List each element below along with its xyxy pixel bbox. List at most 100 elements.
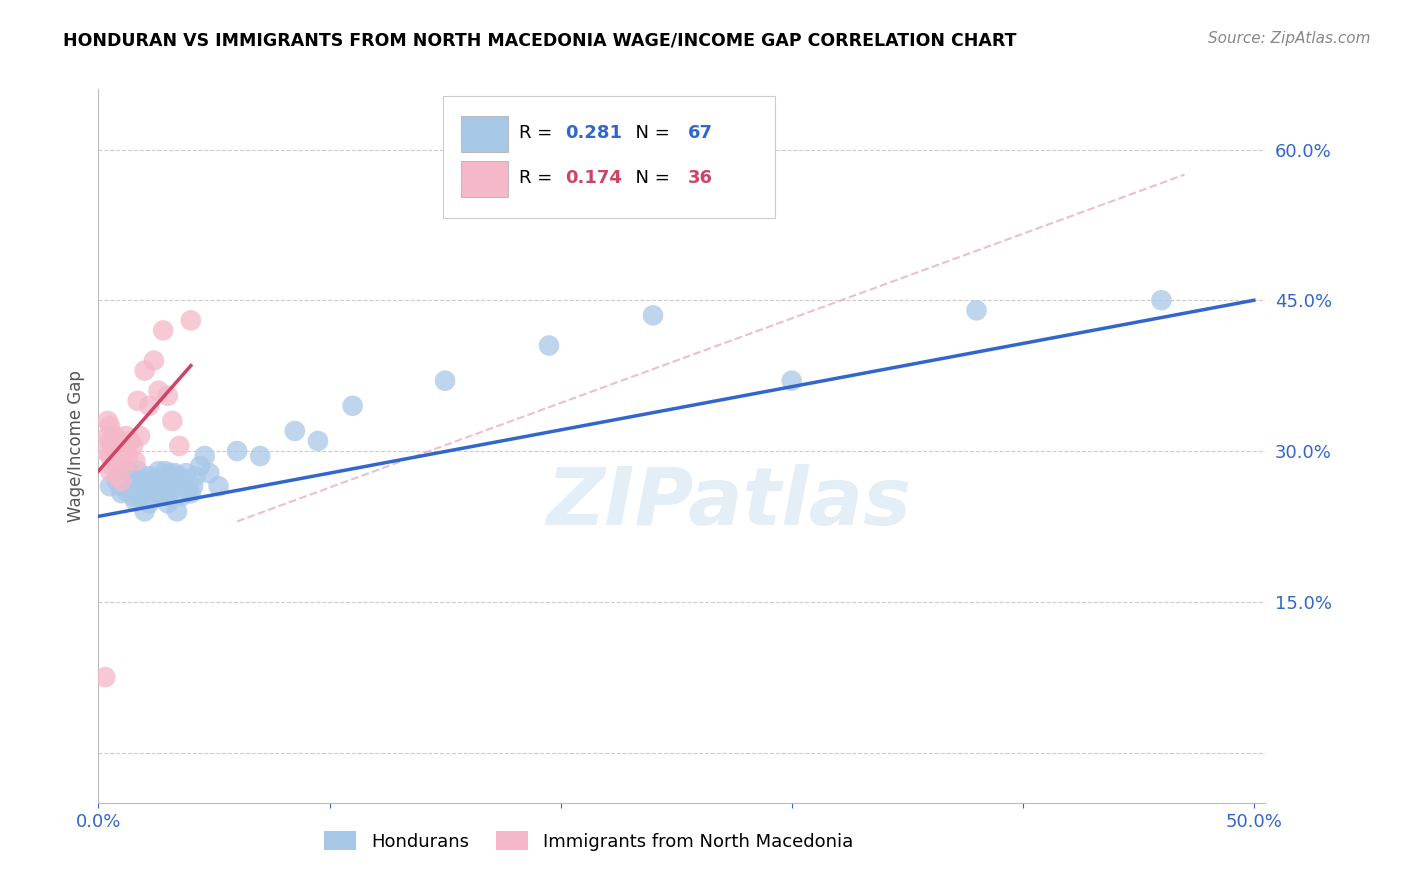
Point <box>148 464 170 478</box>
Point <box>166 504 188 518</box>
Point <box>163 466 186 480</box>
Point <box>127 464 149 478</box>
FancyBboxPatch shape <box>461 161 508 197</box>
Point <box>115 444 138 458</box>
Y-axis label: Wage/Income Gap: Wage/Income Gap <box>66 370 84 522</box>
Point <box>537 338 560 352</box>
Point <box>156 472 179 486</box>
Point <box>152 323 174 337</box>
Point <box>641 309 664 323</box>
Point <box>129 479 152 493</box>
Point <box>174 466 197 480</box>
Point <box>112 459 135 474</box>
Text: N =: N = <box>624 124 675 142</box>
Point <box>180 313 202 327</box>
Text: ZIPatlas: ZIPatlas <box>546 464 911 542</box>
FancyBboxPatch shape <box>461 116 508 152</box>
Point <box>136 479 159 493</box>
Point <box>101 459 124 474</box>
Point <box>97 429 120 443</box>
Point <box>115 429 138 443</box>
Point <box>131 474 153 488</box>
Point <box>166 476 188 491</box>
Point <box>142 486 165 500</box>
Point <box>194 449 217 463</box>
Point <box>159 466 181 480</box>
Point <box>108 459 131 474</box>
Point <box>110 469 132 483</box>
Point <box>122 439 145 453</box>
Point <box>188 459 211 474</box>
Point <box>98 464 121 478</box>
Point <box>434 374 457 388</box>
Point <box>98 434 121 448</box>
Point <box>134 474 156 488</box>
Point <box>198 466 221 480</box>
Point <box>120 434 142 448</box>
Legend: Hondurans, Immigrants from North Macedonia: Hondurans, Immigrants from North Macedon… <box>316 824 860 858</box>
Point <box>94 444 117 458</box>
Point <box>148 384 170 398</box>
Point <box>108 434 131 448</box>
Point <box>101 439 124 453</box>
Point <box>138 399 160 413</box>
Point <box>177 484 200 499</box>
Point <box>159 484 181 499</box>
Point <box>141 474 163 488</box>
Point <box>98 449 121 463</box>
Point <box>181 479 204 493</box>
Point <box>117 464 139 478</box>
Point <box>134 363 156 377</box>
Point <box>98 479 121 493</box>
Text: HONDURAN VS IMMIGRANTS FROM NORTH MACEDONIA WAGE/INCOME GAP CORRELATION CHART: HONDURAN VS IMMIGRANTS FROM NORTH MACEDO… <box>63 31 1017 49</box>
Point <box>342 399 364 413</box>
Point <box>129 489 152 503</box>
Point <box>110 479 132 493</box>
Point <box>97 414 120 428</box>
FancyBboxPatch shape <box>443 96 775 218</box>
Point <box>249 449 271 463</box>
Point <box>284 424 307 438</box>
Point <box>155 464 177 478</box>
Point <box>145 472 167 486</box>
Point <box>129 429 152 443</box>
Text: 36: 36 <box>688 169 713 187</box>
Text: N =: N = <box>624 169 675 187</box>
Point <box>152 476 174 491</box>
Point <box>110 449 132 463</box>
Point <box>152 486 174 500</box>
Point <box>173 474 195 488</box>
Point <box>122 489 145 503</box>
Text: R =: R = <box>519 124 558 142</box>
Text: R =: R = <box>519 169 558 187</box>
Point <box>105 469 128 483</box>
Point <box>162 414 184 428</box>
Point <box>104 454 127 468</box>
Point <box>115 484 138 499</box>
Point <box>98 418 121 433</box>
Point <box>124 454 146 468</box>
Point <box>184 469 207 483</box>
Point <box>307 434 329 448</box>
Point <box>110 486 132 500</box>
Text: 67: 67 <box>688 124 713 142</box>
Point <box>122 484 145 499</box>
Point <box>124 476 146 491</box>
Text: 0.174: 0.174 <box>565 169 621 187</box>
Point <box>966 303 988 318</box>
Point <box>156 389 179 403</box>
Point <box>134 484 156 499</box>
Point <box>105 444 128 458</box>
Text: Source: ZipAtlas.com: Source: ZipAtlas.com <box>1208 31 1371 46</box>
Point <box>122 469 145 483</box>
Point <box>134 504 156 518</box>
Text: 0.281: 0.281 <box>565 124 623 142</box>
Point <box>104 429 127 443</box>
Point <box>162 479 184 493</box>
Point <box>142 353 165 368</box>
Point <box>145 479 167 493</box>
Point <box>207 479 229 493</box>
Point <box>180 486 202 500</box>
Point <box>170 489 193 503</box>
Point <box>169 439 191 453</box>
